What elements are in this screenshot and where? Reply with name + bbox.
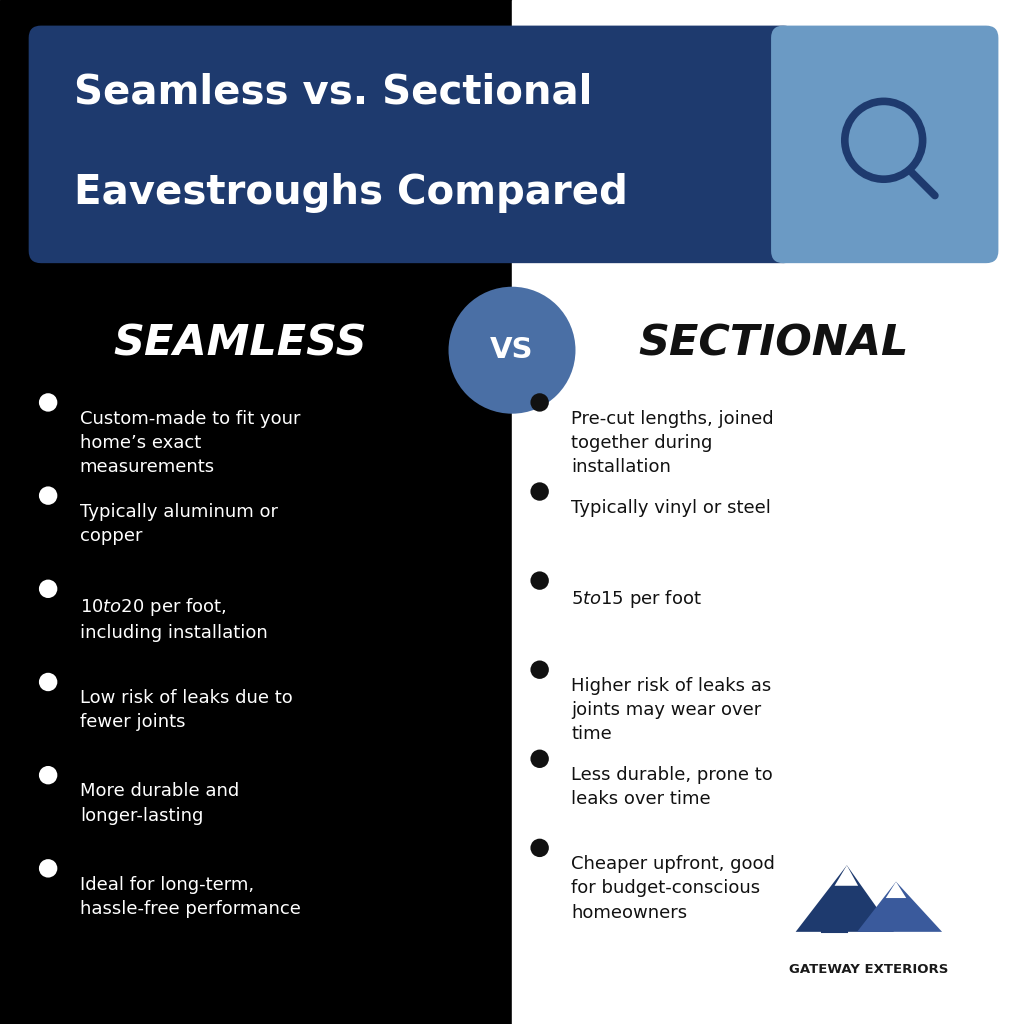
Bar	[831, 922, 838, 932]
Circle shape	[530, 482, 549, 501]
Circle shape	[530, 571, 549, 590]
Text: Higher risk of leaks as
joints may wear over
time: Higher risk of leaks as joints may wear …	[571, 677, 772, 743]
Text: More durable and
longer-lasting: More durable and longer-lasting	[80, 782, 240, 824]
Text: GATEWAY EXTERIORS: GATEWAY EXTERIORS	[788, 964, 948, 976]
Text: Pre-cut lengths, joined
together during
installation: Pre-cut lengths, joined together during …	[571, 410, 774, 476]
FancyBboxPatch shape	[29, 26, 796, 263]
Circle shape	[530, 750, 549, 768]
Circle shape	[530, 393, 549, 412]
Polygon shape	[857, 882, 942, 932]
Text: VS: VS	[490, 336, 534, 365]
Circle shape	[530, 660, 549, 679]
Text: Ideal for long-term,
hassle-free performance: Ideal for long-term, hassle-free perform…	[80, 876, 301, 918]
Text: $10 to $20 per foot,
including installation: $10 to $20 per foot, including installat…	[80, 596, 267, 642]
Text: Eavestroughs Compared: Eavestroughs Compared	[74, 172, 628, 213]
Polygon shape	[835, 865, 858, 886]
Circle shape	[530, 839, 549, 857]
Text: Less durable, prone to
leaks over time: Less durable, prone to leaks over time	[571, 766, 773, 808]
Circle shape	[39, 393, 57, 412]
Circle shape	[39, 859, 57, 878]
Text: Low risk of leaks due to
fewer joints: Low risk of leaks due to fewer joints	[80, 689, 293, 731]
Polygon shape	[820, 899, 849, 915]
Text: SECTIONAL: SECTIONAL	[638, 322, 908, 365]
Circle shape	[449, 287, 575, 414]
Polygon shape	[886, 882, 906, 898]
Circle shape	[39, 580, 57, 598]
Text: Typically aluminum or
copper: Typically aluminum or copper	[80, 503, 278, 545]
FancyBboxPatch shape	[771, 26, 998, 263]
Text: $5 to $15 per foot: $5 to $15 per foot	[571, 588, 702, 609]
Bar	[822, 915, 847, 932]
Bar	[0, 0, 512, 1024]
Circle shape	[39, 673, 57, 691]
Circle shape	[39, 486, 57, 505]
Polygon shape	[796, 865, 894, 932]
Text: Seamless vs. Sectional: Seamless vs. Sectional	[74, 72, 592, 113]
Text: Cheaper upfront, good
for budget-conscious
homeowners: Cheaper upfront, good for budget-conscio…	[571, 855, 775, 922]
Bar	[512, 0, 1024, 1024]
Circle shape	[39, 766, 57, 784]
Text: SEAMLESS: SEAMLESS	[114, 322, 368, 365]
Text: Custom-made to fit your
home’s exact
measurements: Custom-made to fit your home’s exact mea…	[80, 410, 300, 476]
Text: Typically vinyl or steel: Typically vinyl or steel	[571, 499, 771, 517]
